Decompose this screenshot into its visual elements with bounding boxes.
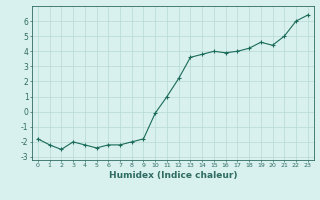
X-axis label: Humidex (Indice chaleur): Humidex (Indice chaleur) [108,171,237,180]
